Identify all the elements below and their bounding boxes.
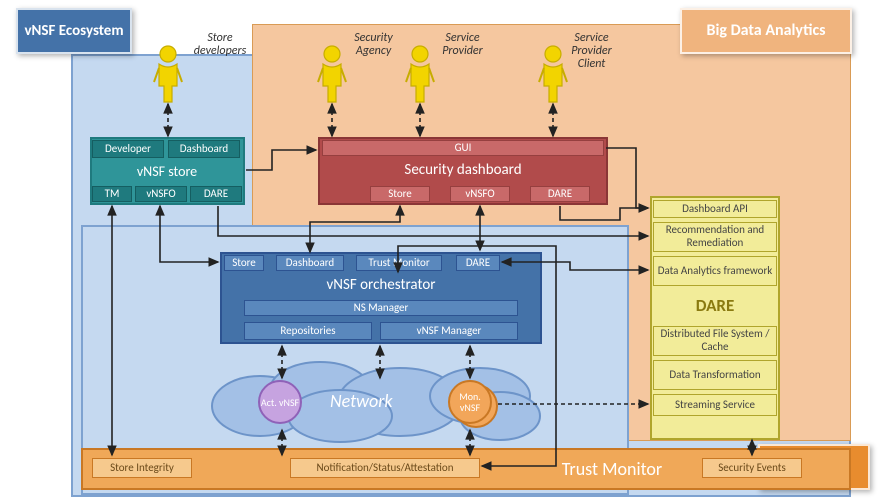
store-tab-vnsfo-label: vNSFO	[146, 188, 175, 201]
dash-store-label: Store	[388, 188, 412, 201]
actor-agency-label: Security Agency	[346, 32, 401, 58]
dare-dfs: Distributed File System / Cache	[653, 326, 777, 356]
orch-vnsfm-label: vNSF Manager	[417, 325, 482, 338]
corner-bigdata: Big Data Analytics	[680, 8, 852, 54]
tm-notification-label: Notification/Status/Attestation	[317, 462, 454, 475]
orch-repo: Repositories	[244, 322, 372, 340]
actor-provider-label: Service Provider	[435, 32, 490, 58]
dash-vnsfo: vNSFO	[450, 186, 510, 202]
dare-fw: Data Analytics framework	[653, 256, 777, 286]
store-tab-developer-label: Developer	[105, 143, 151, 156]
mon-vnsf-circle: Mon. vNSF	[448, 380, 492, 424]
actor-dev-label: Store developers	[185, 32, 255, 58]
dash-title: Security dashboard	[322, 158, 604, 182]
dash-store: Store	[370, 186, 430, 202]
store-tab-tm-label: TM	[105, 188, 120, 201]
orch-tab-dare: DARE	[456, 255, 500, 271]
actor-client-label: Service Provider Client	[564, 32, 619, 72]
corner-ecosystem-label: vNSF Ecosystem	[24, 23, 123, 40]
store-tab-dashboard-label: Dashboard	[180, 143, 228, 156]
dash-dare-label: DARE	[548, 188, 572, 201]
tm-store-integrity: Store Integrity	[92, 458, 192, 478]
dare-ss-label: Streaming Service	[675, 399, 755, 412]
tm-security-events: Security Events	[702, 458, 802, 478]
orch-tab-store-label: Store	[232, 257, 256, 270]
dare-dfs-label: Distributed File System / Cache	[656, 328, 774, 353]
orch-tab-tm: Trust Monitor	[356, 255, 442, 271]
dare-dt: Data Transformation	[653, 360, 777, 390]
dare-dt-label: Data Transformation	[669, 369, 760, 382]
orch-vnsfm: vNSF Manager	[380, 322, 518, 340]
dash-gui: GUI	[322, 140, 604, 156]
dash-dare: DARE	[530, 186, 590, 202]
dare-rec: Recommendation and Remediation	[653, 222, 777, 252]
orch-ns-label: NS Manager	[354, 302, 409, 315]
dare-rec-label: Recommendation and Remediation	[656, 224, 774, 249]
trust-monitor-title: Trust Monitor	[532, 458, 692, 480]
dare-api: Dashboard API	[653, 200, 777, 218]
store-tab-tm: TM	[92, 186, 132, 202]
dash-gui-label: GUI	[455, 142, 472, 155]
tm-security-events-label: Security Events	[718, 462, 786, 475]
dash-vnsfo-label: vNSFO	[465, 188, 494, 201]
orch-repo-label: Repositories	[280, 325, 335, 338]
orch-tab-tm-label: Trust Monitor	[368, 257, 429, 270]
store-tab-developer: Developer	[92, 140, 164, 158]
dare-ss: Streaming Service	[653, 394, 777, 416]
orch-tab-dashboard: Dashboard	[276, 255, 344, 271]
store-tab-vnsfo: vNSFO	[135, 186, 187, 202]
corner-ecosystem: vNSF Ecosystem	[16, 8, 132, 54]
diagram-stage: vNSF Ecosystem Big Data Analytics Truste…	[0, 0, 880, 500]
network-label: Network	[330, 390, 393, 412]
dare-title: DARE	[653, 290, 777, 320]
orch-tab-dare-label: DARE	[466, 257, 490, 270]
act-vnsf-label: Act. vNSF	[261, 397, 299, 408]
tm-store-integrity-label: Store Integrity	[110, 462, 174, 475]
store-tab-dare: DARE	[190, 186, 242, 202]
corner-bigdata-label: Big Data Analytics	[706, 22, 825, 40]
store-title: vNSF store	[92, 160, 242, 182]
act-vnsf-circle: Act. vNSF	[258, 380, 302, 424]
orch-tab-store: Store	[224, 255, 264, 271]
mon-vnsf-label: Mon. vNSF	[450, 391, 490, 413]
dare-api-label: Dashboard API	[682, 203, 748, 216]
orch-tab-dashboard-label: Dashboard	[286, 257, 334, 270]
orch-title: vNSF orchestrator	[224, 274, 538, 296]
store-tab-dashboard: Dashboard	[168, 140, 240, 158]
orch-ns: NS Manager	[244, 300, 518, 316]
tm-notification: Notification/Status/Attestation	[290, 458, 480, 478]
store-tab-dare-label: DARE	[204, 188, 228, 201]
dare-fw-label: Data Analytics framework	[658, 265, 773, 278]
